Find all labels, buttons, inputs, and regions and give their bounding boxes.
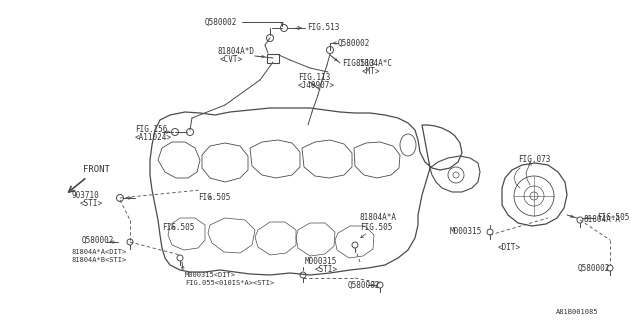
Text: FIG.073: FIG.073 bbox=[518, 156, 550, 164]
Text: <CVT>: <CVT> bbox=[220, 55, 243, 65]
Text: FIG.505: FIG.505 bbox=[360, 223, 392, 233]
Text: 81804A*B<STI>: 81804A*B<STI> bbox=[72, 257, 127, 263]
Text: <STI>: <STI> bbox=[80, 199, 103, 209]
Text: <A11024>: <A11024> bbox=[135, 133, 172, 142]
Text: Q580002: Q580002 bbox=[82, 236, 115, 244]
Text: Q580002: Q580002 bbox=[348, 281, 380, 290]
Text: FIG.513: FIG.513 bbox=[342, 59, 374, 68]
Text: <J40907>: <J40907> bbox=[298, 82, 335, 91]
Bar bbox=[267, 53, 279, 62]
Text: FIG.505: FIG.505 bbox=[198, 194, 230, 203]
Text: FRONT: FRONT bbox=[83, 164, 110, 173]
Text: M000315<DIT>: M000315<DIT> bbox=[185, 272, 236, 278]
Text: 81804A*D: 81804A*D bbox=[218, 47, 255, 57]
Text: M000315: M000315 bbox=[450, 228, 483, 236]
Text: 81804A*C: 81804A*C bbox=[355, 59, 392, 68]
Text: 81804A*A: 81804A*A bbox=[360, 213, 397, 222]
Text: 903710: 903710 bbox=[72, 191, 100, 201]
Text: Q580002: Q580002 bbox=[578, 263, 611, 273]
Text: Q580002: Q580002 bbox=[338, 38, 371, 47]
Text: FIG.513: FIG.513 bbox=[307, 23, 339, 33]
Text: FIG.156: FIG.156 bbox=[135, 125, 168, 134]
Text: M000315: M000315 bbox=[305, 258, 337, 267]
Text: <MT>: <MT> bbox=[362, 67, 381, 76]
Text: FIG.505: FIG.505 bbox=[162, 223, 195, 233]
Text: A81B001085: A81B001085 bbox=[556, 309, 598, 315]
Text: <STI>: <STI> bbox=[315, 266, 338, 275]
Text: FIG.505: FIG.505 bbox=[597, 213, 629, 222]
Text: 81804A*A<DIT>: 81804A*A<DIT> bbox=[72, 249, 127, 255]
Text: <DIT>: <DIT> bbox=[498, 244, 521, 252]
Text: Q580002: Q580002 bbox=[205, 18, 237, 27]
Text: FIG.113: FIG.113 bbox=[298, 74, 330, 83]
Text: FIG.055<010IS*A><STI>: FIG.055<010IS*A><STI> bbox=[185, 280, 275, 286]
Text: 81804A*A: 81804A*A bbox=[583, 215, 620, 225]
